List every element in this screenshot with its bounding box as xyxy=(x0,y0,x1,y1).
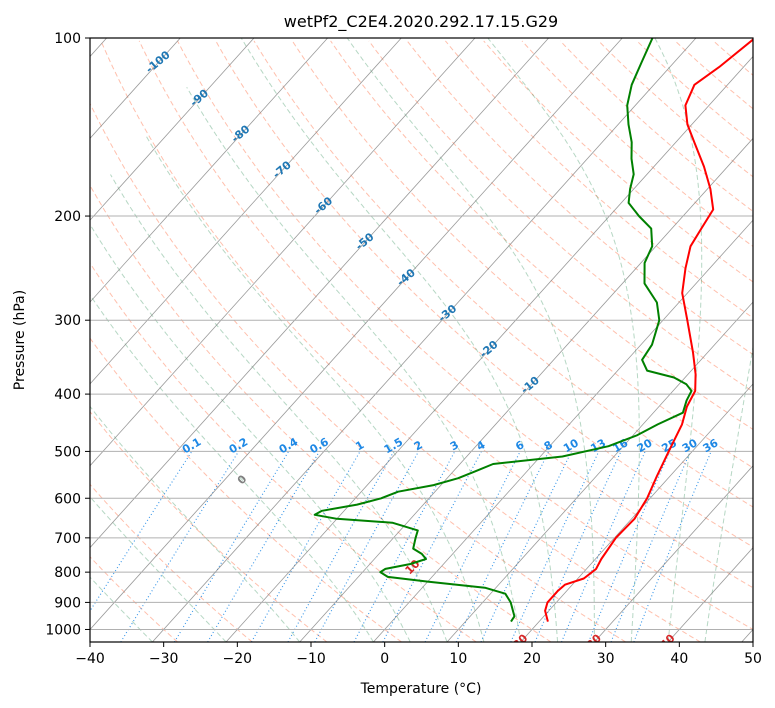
dry-adiabat-line xyxy=(598,40,753,178)
isotherm-line xyxy=(225,55,753,642)
dry-adiabat-line xyxy=(90,262,477,642)
x-axis-label: Temperature (°C) xyxy=(360,681,482,697)
moist-adiabat-label: 40 xyxy=(658,631,678,651)
isobar-gridlines xyxy=(90,38,753,630)
dry-adiabat-line xyxy=(90,337,402,642)
y-tick-label: 1000 xyxy=(45,622,81,638)
moist-adiabat-line xyxy=(347,38,595,642)
dry-adiabat-line xyxy=(330,40,753,431)
mixing-ratio-line xyxy=(610,451,691,642)
chart-title: wetPf2_C2E4.2020.292.17.15.G29 xyxy=(284,12,558,32)
isotherm-line xyxy=(90,38,328,303)
y-tick-label: 900 xyxy=(54,595,81,611)
isotherm-line xyxy=(90,38,402,385)
dewpoint-profile-line xyxy=(313,38,693,623)
moist-adiabat-line xyxy=(487,38,640,642)
plot-frame xyxy=(89,37,754,643)
x-axis-ticks: −40 −30 −20 −10 0 10 20 30 40 50 xyxy=(75,642,762,667)
dry-adiabat-line xyxy=(90,410,328,642)
y-tick-label: 600 xyxy=(54,491,81,507)
dry-adiabat-line xyxy=(291,40,753,469)
moist-adiabat-label: 20 xyxy=(510,631,530,651)
mixing-ratio-line xyxy=(120,451,240,642)
x-tick-label: 30 xyxy=(597,651,615,667)
mixing-ratio-line xyxy=(633,451,712,642)
x-tick-label: −20 xyxy=(223,651,253,667)
x-tick-label: 50 xyxy=(744,651,762,667)
x-tick-label: 10 xyxy=(449,651,467,667)
moist-adiabat-line xyxy=(241,38,559,642)
isotherm-line xyxy=(594,465,753,642)
isotherm-line xyxy=(446,301,753,642)
sounding-profiles xyxy=(313,38,753,623)
x-tick-label: 40 xyxy=(670,651,688,667)
dry-adiabat-line xyxy=(521,40,753,248)
dry-adiabat-line xyxy=(445,40,753,319)
dry-adiabat-line xyxy=(406,40,753,356)
mixing-ratio-line xyxy=(353,451,456,642)
x-tick-label: −30 xyxy=(149,651,179,667)
mixing-ratio-line xyxy=(382,451,482,642)
isotherm-line xyxy=(520,383,753,642)
mixing-ratio-lines xyxy=(90,451,712,642)
y-tick-label: 100 xyxy=(54,31,81,47)
isotherm-line xyxy=(152,38,697,642)
isotherm-line xyxy=(90,38,623,631)
y-tick-label: 200 xyxy=(54,209,81,225)
y-tick-label: 700 xyxy=(54,531,81,547)
dry-adiabats xyxy=(90,40,753,642)
moist-adiabat-line xyxy=(145,135,485,642)
temperature-profile-line xyxy=(544,38,753,622)
y-tick-label: 300 xyxy=(54,313,81,329)
y-tick-label: 400 xyxy=(54,387,81,403)
moist-adiabat-line xyxy=(90,294,374,642)
mixing-ratio-line xyxy=(174,451,290,642)
moist-adiabat-line xyxy=(90,223,411,642)
mixing-ratio-line xyxy=(287,451,395,642)
mixing-ratio-line xyxy=(588,451,671,642)
x-tick-label: 0 xyxy=(380,651,389,667)
moist-adiabat-line xyxy=(186,86,522,642)
isotherm-line xyxy=(373,219,753,642)
isotherm-line xyxy=(90,38,255,221)
moist-adiabat-line xyxy=(654,38,703,642)
mixing-ratio-line xyxy=(560,451,646,642)
y-axis-label: Pressure (hPa) xyxy=(12,290,28,390)
isotherm-line xyxy=(90,38,476,467)
isotherm-line xyxy=(90,38,549,549)
dry-adiabat-line xyxy=(90,184,552,642)
dry-adiabat-line xyxy=(90,102,626,642)
x-tick-label: −10 xyxy=(296,651,326,667)
x-tick-label: −40 xyxy=(75,651,105,667)
isotherm-lines xyxy=(90,38,753,642)
y-tick-label: 800 xyxy=(54,565,81,581)
mixing-ratio-line xyxy=(534,451,622,642)
dry-adiabat-line xyxy=(177,40,753,589)
moist-adiabat-label: 30 xyxy=(584,631,604,651)
y-axis-ticks: 100 200 300 400 500 600 700 800 900 1000 xyxy=(45,31,90,638)
dry-adiabat-line xyxy=(253,40,753,508)
dry-adiabat-line xyxy=(100,40,701,642)
dry-adiabat-line xyxy=(90,483,253,642)
x-tick-label: 20 xyxy=(523,651,541,667)
y-tick-label: 500 xyxy=(54,444,81,460)
